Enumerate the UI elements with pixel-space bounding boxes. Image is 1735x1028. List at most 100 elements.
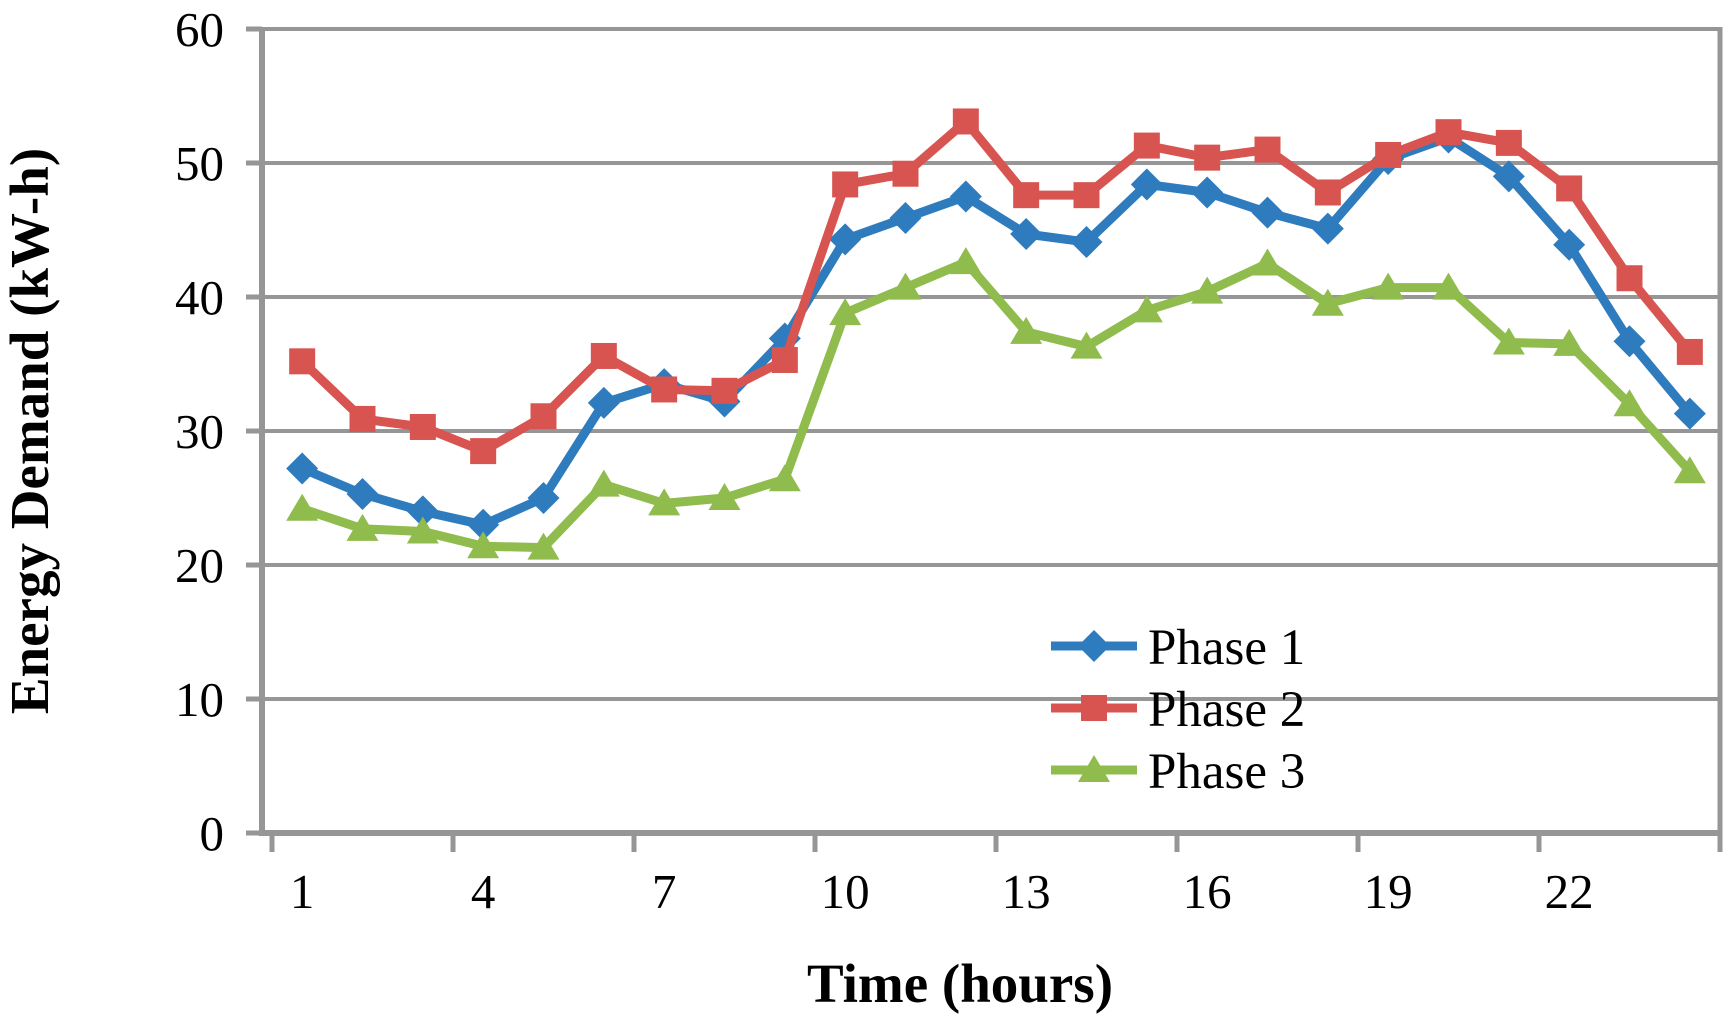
series-phase-1-marker: [1010, 218, 1043, 251]
series-phase-3-marker: [1673, 456, 1706, 484]
series-phase-2-marker: [1435, 119, 1462, 146]
series-phase-2-marker: [651, 376, 678, 403]
series-phase-3-marker: [708, 483, 741, 510]
data-series-group: [286, 108, 1706, 560]
series-phase-3-marker: [406, 516, 439, 544]
series-phase-1-marker: [1130, 168, 1163, 201]
series-phase-3-marker: [1010, 316, 1043, 344]
legend-phase-2-label: Phase 2: [1148, 682, 1305, 738]
series-phase-3: [286, 247, 1706, 560]
series-phase-3-marker: [587, 469, 620, 497]
series-phase-2-marker: [1073, 182, 1100, 209]
series-phase-2-marker: [892, 160, 919, 187]
legend-item-phase-2: Phase 2: [1051, 682, 1305, 738]
y-tick-label: 60: [175, 2, 224, 57]
series-phase-3-marker: [949, 247, 982, 275]
legend-phase-2-marker-icon: [1081, 695, 1107, 721]
series-phase-2-marker: [1314, 179, 1341, 206]
series-phase-2: [289, 108, 1703, 465]
series-phase-1-marker: [527, 482, 560, 514]
series-phase-1-marker: [467, 508, 500, 541]
x-tick-label: 22: [1545, 864, 1594, 919]
series-phase-1-marker: [346, 477, 379, 510]
legend-group: Phase 1 Phase 2 Phase 3: [1051, 620, 1305, 800]
x-tick-label: 7: [652, 864, 677, 919]
series-phase-1-marker: [286, 452, 319, 485]
series-phase-1-marker: [1553, 228, 1586, 261]
series-phase-1-marker: [1613, 325, 1646, 358]
series-phase-3-marker: [768, 464, 801, 492]
series-phase-3-line: [300, 257, 1694, 553]
x-tick-label: 1: [290, 864, 315, 919]
series-phase-2-marker: [1616, 265, 1643, 292]
y-tick-label: 0: [200, 806, 225, 861]
legend-phase-1-marker-icon: [1078, 630, 1110, 662]
series-phase-3-marker: [1311, 288, 1344, 316]
legend-phase-3-marker-icon: [1078, 755, 1110, 782]
series-phase-2-marker: [289, 348, 316, 375]
series-phase-2-marker: [530, 403, 557, 430]
series-phase-3-marker: [1432, 272, 1465, 300]
series-phase-1-line: [300, 133, 1694, 530]
series-phase-3-marker: [346, 513, 379, 541]
legend-item-phase-3: Phase 3: [1051, 744, 1305, 800]
series-phase-2-marker: [1254, 136, 1281, 163]
series-phase-2-marker: [470, 438, 497, 465]
x-tick-label: 4: [471, 864, 496, 919]
series-phase-1-marker: [587, 386, 620, 419]
series-phase-1-marker: [889, 201, 922, 234]
legend-phase-1-label: Phase 1: [1148, 620, 1305, 676]
series-phase-3-marker: [1191, 276, 1224, 304]
y-tick-label: 10: [175, 672, 224, 727]
series-phase-1-marker: [1673, 397, 1706, 430]
series-phase-2-marker: [1194, 144, 1221, 171]
series-phase-3-marker: [1251, 248, 1284, 276]
series-phase-3-marker: [1372, 272, 1405, 300]
series-phase-1-marker: [1311, 212, 1344, 245]
series-phase-3-marker: [527, 532, 560, 560]
series-phase-1-marker: [1251, 196, 1284, 229]
series-phase-1-marker: [406, 495, 439, 528]
series-phase-2-marker: [409, 413, 436, 440]
series-phase-3-marker: [467, 531, 500, 559]
series-phase-2-marker: [1013, 182, 1040, 209]
series-phase-2-marker: [1375, 141, 1402, 168]
series-phase-3-marker: [829, 298, 862, 326]
x-axis-title: Time (hours): [807, 953, 1113, 1014]
series-phase-3-marker: [889, 272, 922, 300]
series-phase-2-marker: [771, 346, 798, 373]
x-tick-label: 10: [821, 864, 870, 919]
series-phase-1-marker: [1191, 176, 1224, 209]
series-phase-3-marker: [1553, 328, 1586, 356]
series-phase-2-marker: [1495, 129, 1522, 156]
series-phase-3-marker: [1613, 389, 1646, 417]
series-phase-2-marker: [590, 342, 617, 369]
series-phase-3-marker: [1070, 331, 1103, 359]
y-tick-label: 20: [175, 538, 224, 593]
series-phase-1-marker: [1492, 160, 1525, 193]
y-axis-title: Energy Demand (kW-h): [0, 148, 60, 714]
series-phase-1-marker: [949, 180, 982, 213]
series-phase-2-marker: [349, 405, 376, 432]
series-phase-3-marker: [1130, 295, 1163, 323]
series-phase-1-marker: [829, 223, 862, 256]
series-phase-1-marker: [1070, 226, 1103, 259]
series-phase-2-marker: [1556, 175, 1583, 202]
y-tick-label: 30: [175, 404, 224, 459]
x-tick-label: 16: [1183, 864, 1232, 919]
series-phase-2-marker: [1676, 338, 1703, 365]
legend-phase-3-label: Phase 3: [1148, 744, 1305, 800]
series-phase-2-marker: [832, 171, 859, 198]
series-phase-2-marker: [952, 108, 979, 135]
y-tick-label: 40: [175, 270, 224, 325]
series-phase-2-marker: [711, 377, 738, 404]
legend-item-phase-1: Phase 1: [1051, 620, 1305, 676]
series-phase-3-marker: [286, 493, 319, 521]
x-tick-label: 13: [1002, 864, 1051, 919]
series-phase-2-line: [299, 116, 1694, 456]
series-phase-3-marker: [1492, 327, 1525, 355]
tick-labels-group: 0 10 20 30 40 50 60 1 4 7 10 13 16 19 22: [175, 2, 1594, 919]
series-phase-2-marker: [1133, 132, 1160, 159]
